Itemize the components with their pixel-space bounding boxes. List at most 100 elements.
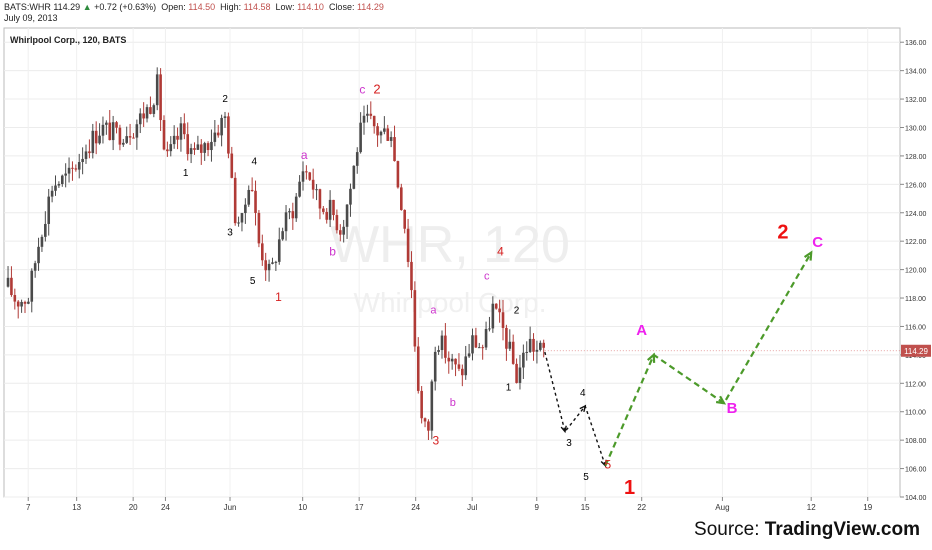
candle-body (37, 246, 40, 264)
candle-body (264, 260, 267, 271)
candle-body (301, 171, 305, 182)
candle (264, 252, 267, 281)
candle-body (383, 128, 386, 132)
candle (491, 296, 495, 333)
projection-paths (544, 250, 813, 468)
candle-body (461, 368, 464, 376)
candle (138, 108, 142, 134)
candle-body (115, 122, 118, 128)
candle-body (47, 196, 51, 224)
candle-body (518, 367, 522, 383)
candle-body (474, 335, 478, 348)
candle (481, 344, 484, 360)
candle-body (13, 295, 17, 302)
candle-body (342, 226, 345, 235)
candle (338, 224, 342, 242)
candle-body (396, 161, 400, 188)
candle (305, 165, 308, 180)
candle (372, 115, 376, 134)
candle-body (379, 131, 383, 136)
candle-body (125, 136, 128, 143)
candle (94, 121, 98, 155)
candle (60, 174, 64, 187)
close-value: 114.29 (356, 2, 384, 12)
candle (437, 345, 440, 355)
candle (501, 299, 505, 341)
wave-label: 1 (506, 382, 512, 393)
candle (261, 234, 264, 266)
candle (20, 299, 23, 313)
candle (142, 102, 145, 127)
candle (522, 344, 525, 380)
candle-body (84, 151, 88, 159)
candle-body (450, 358, 454, 362)
candle (67, 157, 71, 183)
candle (416, 337, 420, 394)
candle-body (40, 236, 44, 247)
wave-label: A (636, 322, 647, 339)
candle-body (420, 390, 423, 419)
wave-label: a (430, 305, 437, 317)
candle (206, 141, 210, 157)
candle (183, 113, 186, 140)
candle (471, 328, 474, 361)
candle-body (291, 211, 295, 219)
candle-body (230, 153, 234, 178)
candle-body (118, 127, 122, 145)
candle-body (457, 364, 461, 369)
candle (535, 340, 539, 364)
candle-body (111, 122, 115, 141)
candle (450, 353, 454, 370)
wave-label: 5 (583, 472, 589, 483)
wave-label: 1 (183, 168, 189, 179)
candle-body (176, 135, 179, 140)
candle (172, 125, 176, 149)
candle (328, 190, 332, 228)
candle-body (338, 230, 342, 235)
candle-body (386, 128, 390, 141)
candle (505, 324, 508, 361)
candle (176, 127, 179, 150)
candle (542, 339, 545, 358)
candle (257, 210, 261, 248)
candle (247, 185, 251, 207)
candle-body (467, 353, 471, 357)
candle-body (277, 239, 281, 262)
candle-body (138, 113, 142, 125)
candle (294, 193, 298, 222)
candle (115, 120, 118, 134)
y-tick-label: 122.00 (905, 239, 927, 246)
candle (6, 266, 10, 288)
candle (383, 116, 386, 135)
candle (464, 345, 468, 380)
candle-body (71, 167, 74, 169)
candle (237, 216, 240, 227)
candle-body (515, 363, 518, 383)
candle (101, 116, 105, 144)
candle-body (94, 130, 98, 144)
candle (254, 180, 257, 226)
candle (325, 208, 329, 224)
candle-body (60, 175, 64, 185)
x-tick-label: Jul (467, 503, 477, 512)
candle-body (413, 290, 417, 347)
candle (291, 202, 295, 230)
candle-body (257, 212, 261, 244)
high-label: High: (220, 2, 242, 12)
candle-body (54, 185, 57, 191)
candle-body (335, 215, 339, 231)
candle-body (488, 328, 491, 330)
candle-body (369, 113, 373, 116)
candle-body (522, 352, 525, 368)
candle (447, 351, 451, 374)
candle (152, 103, 156, 118)
x-tick-label: Jun (224, 503, 237, 512)
candle (277, 227, 281, 265)
candle-body (311, 179, 315, 190)
x-tick-label: 12 (807, 503, 816, 512)
candle (186, 122, 190, 161)
candle (40, 234, 44, 252)
candle-body (67, 167, 71, 174)
wave-label: 2 (777, 221, 788, 243)
